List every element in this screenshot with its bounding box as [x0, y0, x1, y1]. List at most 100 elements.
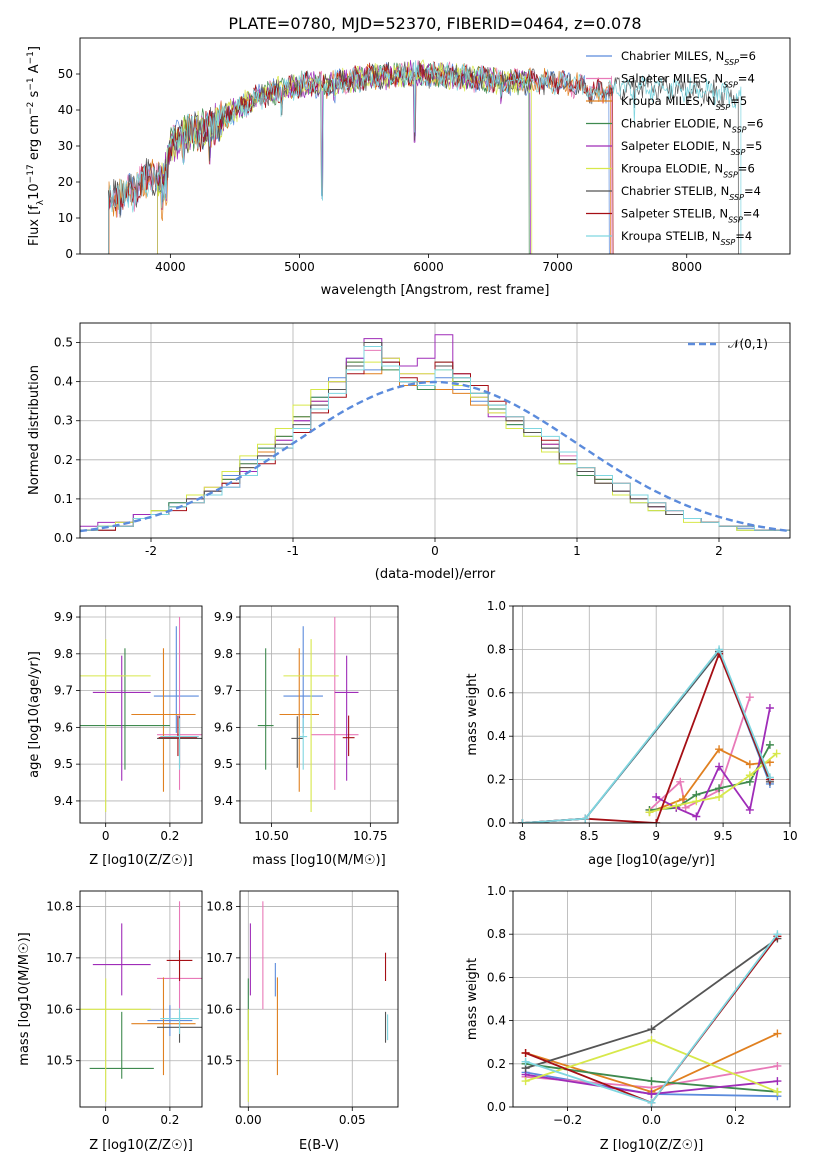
x-tick-label: 9.5 — [714, 829, 733, 843]
legend-label: Salpeter ELODIE, NSSP=5 — [621, 139, 762, 157]
legend-label: Chabrier STELIB, NSSP=4 — [621, 184, 761, 202]
legend-nssp-subscript: SSP — [723, 80, 738, 89]
legend-series-name: Salpeter MILES — [621, 72, 707, 86]
weight-marker — [518, 819, 527, 823]
x-axis-label: Z [log10(Z/Z☉)] — [89, 1138, 193, 1153]
y-tick-label: 1.0 — [487, 599, 506, 613]
legend-series-name: Chabrier ELODIE — [621, 117, 716, 131]
x-tick-label: 0 — [102, 1113, 110, 1127]
y-tick-label: 0.4 — [54, 375, 73, 389]
legend-series-name: Salpeter STELIB — [621, 207, 712, 221]
x-axis-label: mass [log10(M/M☉)] — [252, 853, 385, 868]
x-tick-label: 10.50 — [254, 829, 288, 843]
weight-marker — [772, 749, 781, 758]
x-axis-label: (data-model)/error — [375, 567, 496, 582]
y-tick-label: 10.5 — [46, 1054, 73, 1068]
weight-marker — [676, 777, 685, 786]
x-tick-label: 0.2 — [160, 829, 179, 843]
figure-title: PLATE=0780, MJD=52370, FIBERID=0464, z=0… — [228, 14, 641, 33]
y-tick-label: 10.7 — [206, 951, 233, 965]
y-axis-label-part: −2 — [26, 102, 36, 115]
y-tick-label: 0.3 — [54, 414, 73, 428]
y-tick-label: 10 — [58, 211, 73, 225]
legend-nssp-value: 4 — [747, 72, 754, 86]
legend-nssp-equals: = — [730, 94, 740, 108]
legend-label: Kroupa MILES, NSSP=5 — [621, 94, 747, 112]
weight-line — [649, 752, 778, 813]
weight-marker — [745, 760, 754, 769]
x-tick-label: -2 — [145, 544, 157, 558]
legend-nssp-equals: = — [743, 207, 753, 221]
x-tick-label: 9 — [652, 829, 660, 843]
x-tick-label: 2 — [715, 544, 723, 558]
y-tick-label: 50 — [58, 67, 73, 81]
legend-nssp-subscript: SSP — [731, 148, 746, 157]
x-tick-label: 8 — [519, 829, 527, 843]
x-tick-label: 6000 — [413, 260, 444, 274]
legend-series-name: Kroupa MILES — [621, 94, 700, 108]
x-tick-label: 0.2 — [726, 1113, 745, 1127]
y-axis-label-part: −17 — [26, 164, 36, 183]
y-axis-label-part: 10 — [27, 183, 42, 200]
axes-frame — [512, 605, 791, 824]
legend-nssp-subscript: SSP — [721, 238, 736, 247]
mass-vs-z-panel: 0 0.2 10.5 10.6 10.7 10.8 Z [log10(Z/Z☉)] mass … — [17, 890, 203, 1153]
y-tick-label: 10.5 — [206, 1054, 233, 1068]
x-tick-label: 7000 — [542, 260, 573, 274]
y-tick-label: 0 — [65, 247, 73, 261]
y-tick-label: 9.9 — [54, 610, 73, 624]
spectrum-line — [108, 60, 742, 254]
weight-marker — [745, 805, 754, 814]
spectrum-panel: 4000 5000 6000 7000 8000 0 10 20 30 40 50 wavelengt… — [26, 37, 791, 298]
weight-marker — [647, 1077, 656, 1086]
weight-marker — [645, 808, 654, 817]
weight-marker — [715, 762, 724, 771]
y-axis-label-part: Flux [f — [27, 205, 42, 246]
weight-marker — [521, 1077, 530, 1086]
mass-vs-ebv-panel: 0.00 0.05 10.5 10.6 10.7 10.8 E(B-V) — [206, 890, 399, 1153]
weight-marker — [773, 1077, 782, 1086]
weight-marker — [745, 693, 754, 702]
legend-nssp-value: 6 — [747, 162, 754, 176]
legend-label: Kroupa STELIB, NSSP=4 — [621, 229, 752, 247]
legend-nssp-value: 6 — [756, 117, 763, 131]
x-tick-label: 0 — [431, 544, 439, 558]
legend-nssp-value: 5 — [740, 94, 747, 108]
x-tick-label: 10 — [782, 829, 797, 843]
weight-marker — [521, 1057, 530, 1066]
weight-line — [655, 707, 771, 818]
legend-nssp-equals: = — [738, 72, 748, 86]
y-tick-label: 9.4 — [214, 794, 233, 808]
y-tick-label: 0.8 — [487, 927, 506, 941]
y-tick-label: 10.8 — [46, 899, 73, 913]
x-tick-label: 4000 — [155, 260, 186, 274]
y-tick-label: 0.0 — [487, 1100, 506, 1114]
weight-line — [522, 650, 771, 823]
legend-nssp-equals: = — [739, 49, 749, 63]
weight-marker — [765, 740, 774, 749]
x-tick-label: 0 — [102, 829, 110, 843]
legend-nssp-equals: = — [745, 139, 755, 153]
weight-marker — [647, 1036, 656, 1045]
legend-nssp-prefix: , N — [707, 162, 723, 176]
legend-series-name: Kroupa STELIB — [621, 229, 705, 243]
axes-frame — [79, 37, 791, 255]
y-tick-label: 0.6 — [487, 686, 506, 700]
legend-label: Salpeter MILES, NSSP=4 — [621, 72, 755, 90]
legend-nssp-equals: = — [735, 229, 745, 243]
y-axis-label-part: erg cm — [27, 115, 42, 164]
x-tick-label: 8000 — [671, 260, 702, 274]
legend-nssp-value: 4 — [754, 184, 761, 198]
weight-marker — [765, 773, 774, 782]
plot-area — [257, 617, 359, 812]
x-tick-label: −0.2 — [553, 1113, 582, 1127]
y-tick-label: 9.8 — [214, 647, 233, 661]
legend-nssp-equals: = — [738, 162, 748, 176]
y-tick-label: 0.8 — [487, 642, 506, 656]
legend-label: Salpeter STELIB, NSSP=4 — [621, 207, 760, 225]
legend-nssp-equals: = — [747, 117, 757, 131]
weight-marker — [715, 645, 724, 654]
y-tick-label: 9.7 — [214, 684, 233, 698]
weight-marker — [521, 1049, 530, 1057]
x-tick-label: 0.2 — [160, 1113, 179, 1127]
